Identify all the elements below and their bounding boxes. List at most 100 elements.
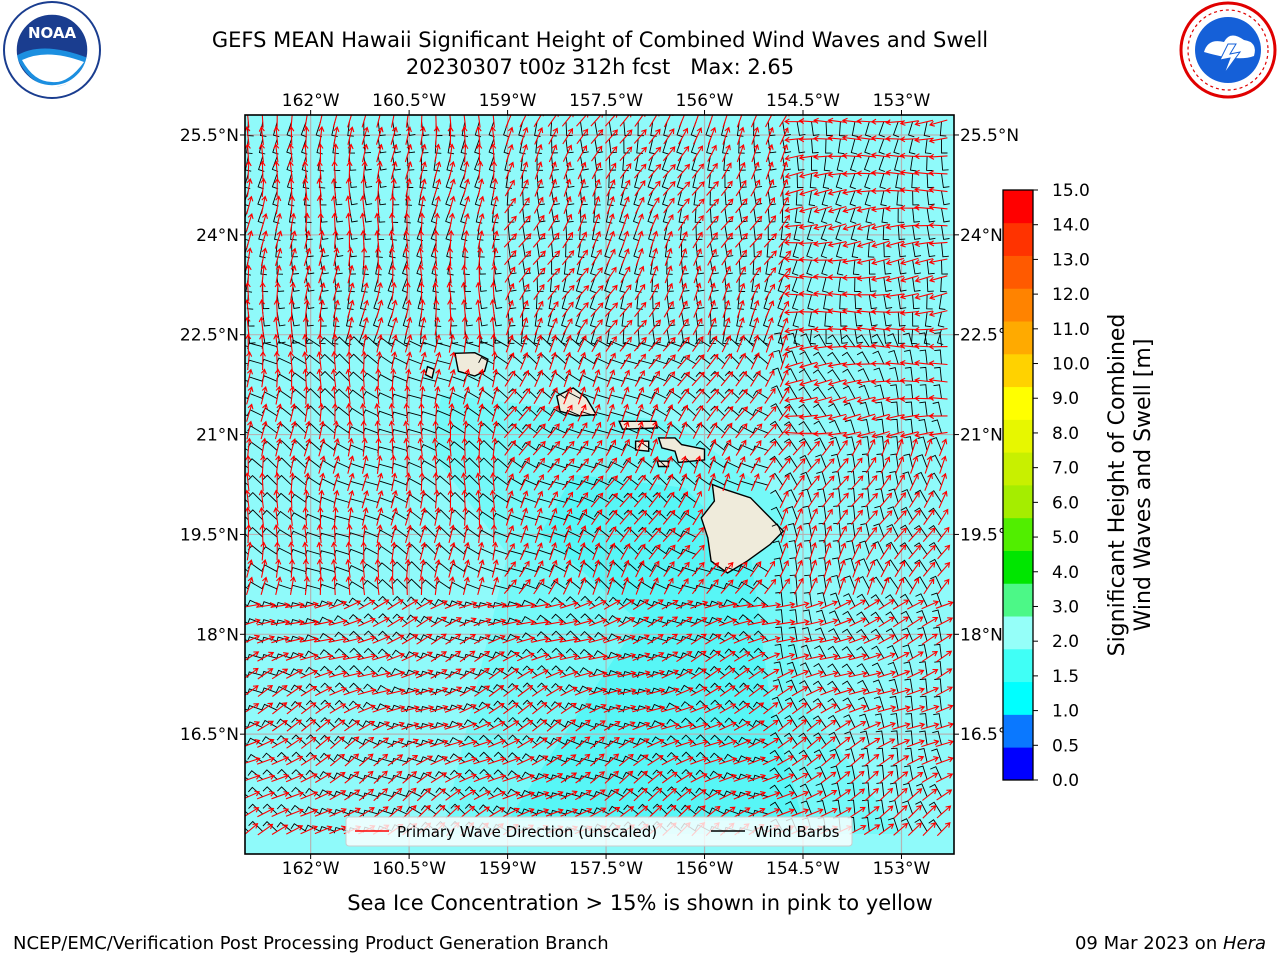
wave-arrow bbox=[546, 686, 563, 697]
wave-arrow bbox=[374, 229, 381, 249]
wave-arrow bbox=[562, 144, 573, 162]
lon-label-top-5: 154.5°W bbox=[766, 91, 840, 111]
wave-arrow bbox=[704, 773, 723, 783]
wind-barb bbox=[753, 242, 761, 258]
wave-arrow bbox=[928, 292, 948, 301]
wave-arrow bbox=[908, 509, 921, 525]
wave-arrow bbox=[459, 789, 477, 801]
wave-arrow bbox=[434, 195, 441, 215]
wind-barb bbox=[666, 510, 682, 521]
wave-arrow bbox=[675, 756, 694, 766]
wave-arrow bbox=[661, 599, 679, 610]
wave-arrow bbox=[706, 232, 718, 249]
wind-barb bbox=[662, 208, 670, 224]
wind-barb bbox=[695, 371, 711, 382]
colorbar-segment-0 bbox=[1003, 747, 1033, 781]
wind-barb bbox=[905, 713, 914, 728]
wave-arrow bbox=[347, 282, 355, 301]
wave-arrow bbox=[663, 197, 675, 214]
wind-barb bbox=[579, 225, 586, 241]
wind-barb bbox=[897, 277, 907, 292]
wave-arrow bbox=[677, 163, 691, 179]
wave-arrow bbox=[273, 316, 280, 336]
wind-barb bbox=[305, 769, 321, 780]
wave-arrow bbox=[391, 351, 398, 371]
wave-arrow bbox=[386, 670, 406, 678]
wave-arrow bbox=[678, 231, 688, 249]
colorbar-tick-label-10: 5.0 bbox=[1052, 528, 1079, 548]
wave-arrow bbox=[589, 600, 607, 610]
wind-barb bbox=[938, 294, 946, 310]
wave-arrow bbox=[317, 575, 324, 596]
wave-arrow bbox=[432, 437, 439, 457]
wind-barb bbox=[769, 767, 784, 780]
wind-barb bbox=[806, 242, 813, 259]
wave-arrow bbox=[285, 808, 304, 817]
wind-barb bbox=[261, 703, 278, 711]
wind-barb bbox=[695, 805, 711, 815]
wave-arrow bbox=[560, 653, 579, 661]
wave-arrow bbox=[448, 212, 456, 232]
wind-barb bbox=[890, 765, 899, 780]
wave-arrow bbox=[813, 414, 833, 421]
colorbar-tick-label-4: 11.0 bbox=[1052, 320, 1090, 340]
wave-arrow bbox=[358, 788, 375, 801]
wave-arrow bbox=[531, 685, 548, 697]
wave-arrow bbox=[246, 195, 254, 215]
wave-arrow bbox=[563, 178, 572, 197]
wind-barb bbox=[823, 294, 830, 311]
wind-barb bbox=[856, 646, 870, 659]
wind-barb bbox=[738, 138, 745, 154]
wind-barb bbox=[608, 156, 617, 171]
wave-arrow bbox=[576, 318, 588, 335]
wind-barb bbox=[276, 510, 292, 521]
wind-barb bbox=[622, 597, 639, 607]
wave-arrow bbox=[274, 247, 283, 267]
wave-arrow bbox=[418, 575, 425, 596]
wind-barb bbox=[333, 598, 350, 607]
wave-arrow bbox=[798, 154, 818, 161]
wind-barb bbox=[666, 547, 682, 555]
wave-arrow bbox=[256, 618, 276, 626]
wind-barb bbox=[827, 663, 841, 676]
wave-arrow bbox=[791, 772, 809, 783]
wave-arrow bbox=[405, 299, 412, 319]
wave-arrow bbox=[329, 618, 348, 626]
wind-barb bbox=[420, 756, 437, 763]
wave-arrow bbox=[289, 403, 297, 422]
wave-arrow bbox=[432, 420, 439, 440]
wind-barb bbox=[815, 609, 827, 624]
wave-arrow bbox=[603, 670, 623, 678]
wind-barb bbox=[827, 697, 841, 711]
wind-barb bbox=[377, 739, 393, 747]
wind-barb bbox=[320, 277, 329, 292]
wind-barb bbox=[521, 479, 538, 486]
wind-barb bbox=[464, 786, 480, 798]
wind-barb bbox=[622, 755, 639, 763]
wave-arrow bbox=[256, 756, 275, 765]
wind-barb bbox=[320, 699, 336, 711]
wave-arrow bbox=[879, 543, 892, 560]
wave-arrow bbox=[578, 195, 586, 215]
wave-arrow bbox=[841, 274, 861, 281]
wind-barb bbox=[651, 600, 668, 608]
wave-arrow bbox=[531, 652, 550, 661]
wave-arrow bbox=[534, 334, 543, 353]
wave-arrow bbox=[806, 703, 823, 714]
wave-arrow bbox=[764, 215, 777, 231]
wave-arrow bbox=[791, 653, 810, 661]
wind-barb bbox=[738, 736, 755, 746]
wind-barb bbox=[859, 713, 870, 728]
lat-label-right-0: 25.5°N bbox=[960, 126, 1019, 146]
wave-arrow bbox=[459, 773, 477, 783]
wave-arrow bbox=[534, 127, 544, 145]
wind-barb bbox=[764, 277, 771, 293]
wave-arrow bbox=[533, 578, 545, 595]
wave-arrow bbox=[503, 702, 519, 715]
wind-barb bbox=[507, 649, 523, 659]
wave-arrow bbox=[246, 230, 254, 249]
wind-barb bbox=[593, 478, 610, 486]
wind-barb bbox=[261, 719, 278, 728]
wave-arrow bbox=[446, 264, 453, 284]
wind-barb bbox=[767, 208, 776, 223]
